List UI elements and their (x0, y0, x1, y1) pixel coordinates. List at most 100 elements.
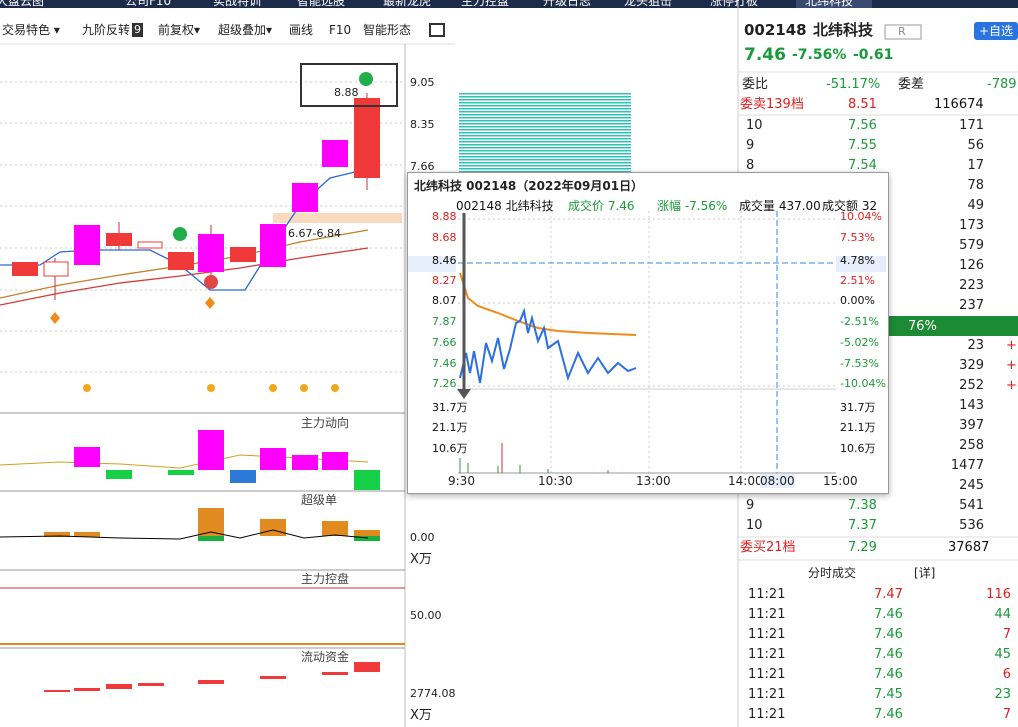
volume: 171 (959, 118, 984, 133)
top-tab[interactable]: 大盘云图 (0, 0, 45, 8)
price-axis-label: 7.66 (410, 160, 435, 173)
popup-right-label: 31.7万 (840, 401, 876, 414)
volume: 237 (959, 298, 984, 313)
ratio: -51.17% (826, 77, 881, 92)
trade-volume: 116 (986, 587, 1011, 602)
popup-right-label: 7.53% (840, 231, 875, 244)
popup-title: 北纬科技 002148（2022年09月01日） (414, 179, 644, 193)
popup-header: 002148 北纬科技 (456, 199, 554, 213)
trade-time: 11:21 (748, 627, 786, 642)
trade-time: 11:21 (748, 687, 786, 702)
label: 委比 (742, 77, 769, 92)
popup-right-label: -5.02% (840, 336, 879, 349)
level: 8 (746, 158, 755, 173)
popup-left-label: 8.07 (432, 294, 457, 307)
popup-left-label: 7.26 (432, 377, 457, 390)
extra: + (1006, 338, 1017, 353)
panel-title: 主力动向 (301, 416, 350, 430)
popup-right-label: 2.51% (840, 274, 875, 287)
sell-total: 8.51 (848, 97, 877, 112)
popup-left-label: 7.87 (432, 315, 457, 328)
add-watchlist[interactable]: +自选 (979, 24, 1014, 38)
level: 9 (746, 498, 755, 513)
popup-time-label: 9:30 (448, 474, 475, 488)
toolbar-item[interactable]: 前复权▾ (158, 23, 201, 37)
panel-axis: 0.00 (410, 531, 435, 544)
panel-axis: 2774.08 (410, 687, 456, 700)
trade-price: 7.46 (874, 607, 903, 622)
extra: +8 (1006, 378, 1018, 393)
top-tab[interactable]: 智能选股 (297, 0, 346, 8)
volume: 143 (959, 398, 984, 413)
volume: 245 (959, 478, 984, 493)
volume: 49 (967, 198, 984, 213)
trade-volume: 6 (1002, 667, 1011, 682)
panel-axis: 50.00 (410, 609, 442, 622)
popup-left-label: 8.88 (432, 210, 457, 223)
volume: 397 (959, 418, 984, 433)
toolbar-item[interactable]: 超级叠加▾ (218, 23, 273, 37)
change-pct: -7.56% (792, 47, 847, 63)
toolbar-item[interactable]: 画线 (289, 23, 314, 37)
toolbar-item[interactable]: F10 (329, 23, 352, 37)
toolbar-badge: 9 (132, 23, 143, 37)
toolbar-item[interactable]: 智能形态 (363, 23, 412, 37)
trade-volume: 7 (1002, 707, 1011, 722)
buy-total: 37687 (948, 540, 990, 555)
sell-total: 116674 (934, 97, 984, 112)
level: 10 (746, 118, 763, 133)
trade-price: 7.46 (874, 667, 903, 682)
strength: 76% (908, 319, 937, 334)
stock-code: 002148 (744, 21, 807, 39)
trade-time: 11:21 (748, 647, 786, 662)
popup-header: 成交额 32 (822, 199, 878, 213)
volume: 126 (959, 258, 984, 273)
level: 10 (746, 518, 763, 533)
popup-right-label: 4.78% (840, 254, 875, 267)
volume: 541 (959, 498, 984, 513)
stock-name: 北纬科技 (813, 21, 874, 39)
volume: 329 (959, 358, 984, 373)
popup-left-label: 10.6万 (432, 442, 468, 455)
popup-time-label: 10:30 (538, 474, 573, 488)
popup-time-label: 08:00 (760, 474, 795, 488)
trades-title: 分时成交 (808, 566, 857, 580)
top-tab[interactable]: 主力控盘 (461, 0, 510, 8)
top-tab[interactable]: 涨停打板 (710, 0, 759, 8)
buy-total: 委买21档 (740, 540, 796, 555)
popup-right-label: -10.04% (840, 377, 886, 390)
volume: 252 (959, 378, 984, 393)
toolbar-item[interactable]: 交易特色 ▾ (2, 23, 60, 37)
top-tab[interactable]: 龙头狙击 (624, 0, 673, 8)
trade-price: 7.45 (874, 687, 903, 702)
volume: 173 (959, 218, 984, 233)
last-price: 7.46 (744, 45, 786, 65)
popup-header: 成交量 437.00 (739, 199, 821, 213)
panel-title: 超级单 (301, 493, 338, 507)
top-tab[interactable]: 最新龙虎 (383, 0, 432, 8)
top-tab[interactable]: 北纬科技 (805, 0, 854, 8)
volume: 78 (967, 178, 984, 193)
popup-left-label: 8.27 (432, 274, 457, 287)
top-tab[interactable]: 升级日志 (543, 0, 592, 8)
popup-right-label: -2.51% (840, 315, 879, 328)
extra: + (1006, 358, 1017, 373)
volume: 56 (967, 138, 984, 153)
intraday-popup[interactable]: 北纬科技 002148（2022年09月01日） 002148 北纬科技 成交价 7… (407, 172, 889, 494)
panel-title: 主力控盘 (301, 572, 350, 586)
popup-header: 成交价 7.46 (568, 199, 635, 213)
popup-time-label: 15:00 (823, 474, 858, 488)
trade-price: 7.46 (874, 647, 903, 662)
toolbar-item[interactable]: 九阶反转 (82, 23, 131, 37)
popup-left-label: 7.66 (432, 336, 457, 349)
volume: 1477 (950, 458, 984, 473)
trades-detail[interactable]: [详] (914, 566, 936, 580)
popup-left-label: 21.1万 (432, 421, 468, 434)
panel-axis: X万 (410, 708, 432, 723)
popup-right-label: 0.00% (840, 294, 875, 307)
top-tab[interactable]: 公司F10 (125, 0, 172, 8)
popup-right-label: 10.04% (840, 210, 882, 223)
popup-left-label: 8.68 (432, 231, 457, 244)
price: 7.38 (848, 498, 877, 513)
top-tab[interactable]: 实战特训 (213, 0, 262, 8)
